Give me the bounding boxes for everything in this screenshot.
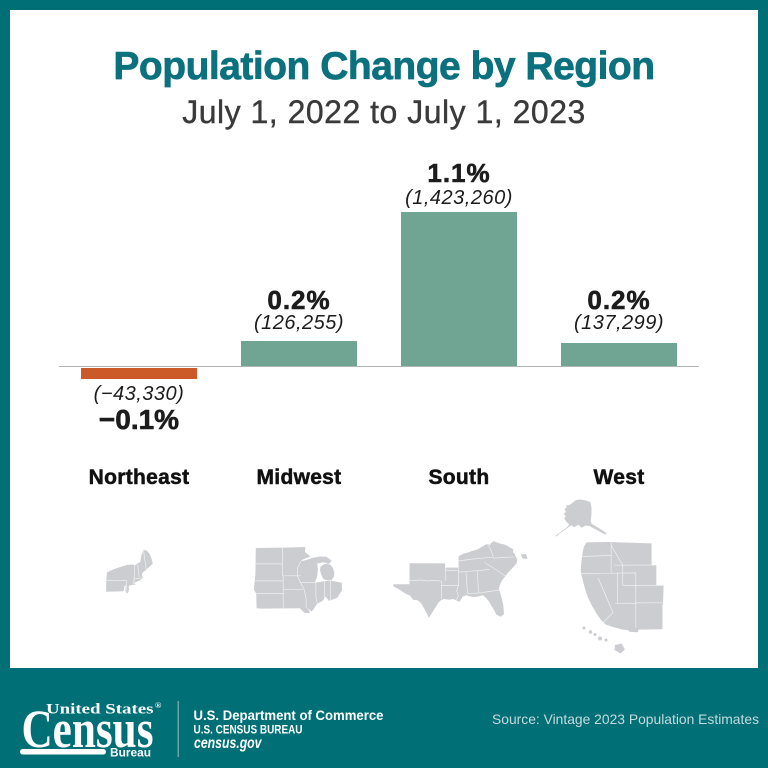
svg-text:Bureau: Bureau <box>110 745 151 759</box>
svg-text:Source: Vintage 2023 Populatio: Source: Vintage 2023 Population Estimate… <box>492 711 759 727</box>
svg-text:U.S. CENSUS BUREAU: U.S. CENSUS BUREAU <box>194 723 303 737</box>
svg-text:census.gov: census.gov <box>194 735 262 752</box>
svg-text:®: ® <box>155 700 162 710</box>
svg-text:U.S. Department of Commerce: U.S. Department of Commerce <box>194 708 384 724</box>
svg-text:United States: United States <box>46 702 154 718</box>
